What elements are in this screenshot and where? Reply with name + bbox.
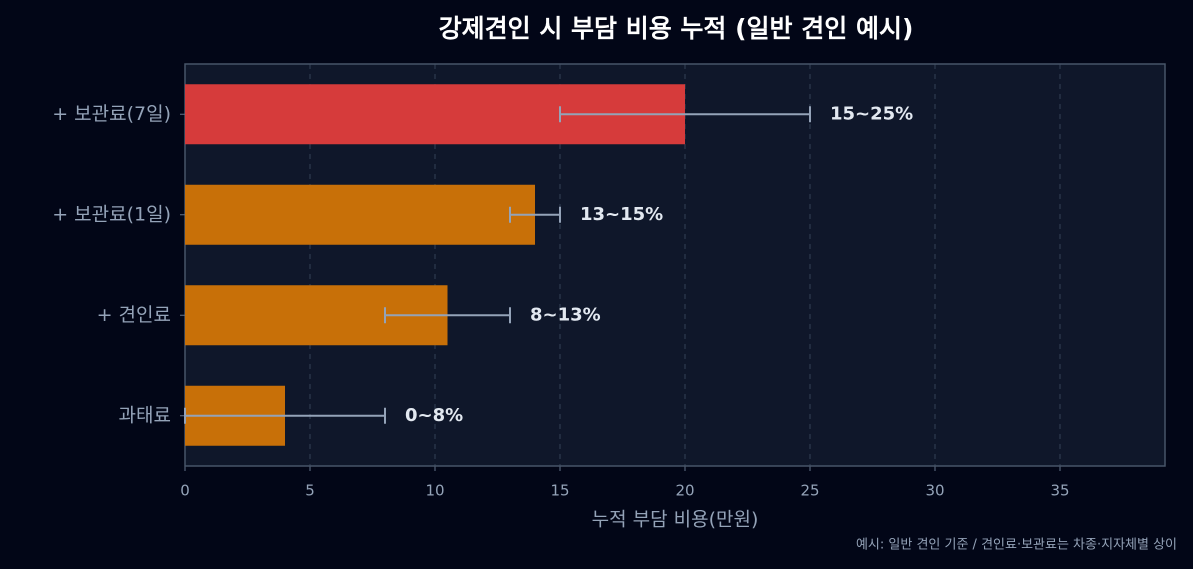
annotation: 8~13%	[530, 304, 601, 325]
x-tick-label: 0	[180, 482, 190, 500]
x-axis-label: 누적 부담 비용(만원)	[592, 509, 759, 531]
x-tick-label: 10	[425, 482, 444, 500]
chart-title: 강제견인 시 부담 비용 누적 (일반 견인 예시)	[439, 14, 914, 43]
annotation: 13~15%	[580, 204, 663, 225]
x-tick-label: 5	[305, 482, 315, 500]
x-tick-label: 20	[675, 482, 694, 500]
footnote: 예시: 일반 견인 기준 / 견인료·보관료는 차종·지자체별 상이	[856, 538, 1177, 553]
y-tick-label: 과태료	[119, 404, 171, 426]
y-tick-label: + 보관료(7일)	[52, 103, 171, 125]
bar	[185, 184, 535, 245]
x-tick-label: 25	[800, 482, 819, 500]
annotation: 0~8%	[405, 405, 463, 426]
y-tick-label: + 견인료	[97, 304, 171, 326]
x-tick-label: 35	[1050, 482, 1069, 500]
y-tick-label: + 보관료(1일)	[52, 203, 171, 225]
annotation: 15~25%	[830, 103, 913, 124]
x-tick-label: 15	[550, 482, 569, 500]
plot-frame	[184, 63, 1166, 467]
x-tick-label: 30	[925, 482, 944, 500]
